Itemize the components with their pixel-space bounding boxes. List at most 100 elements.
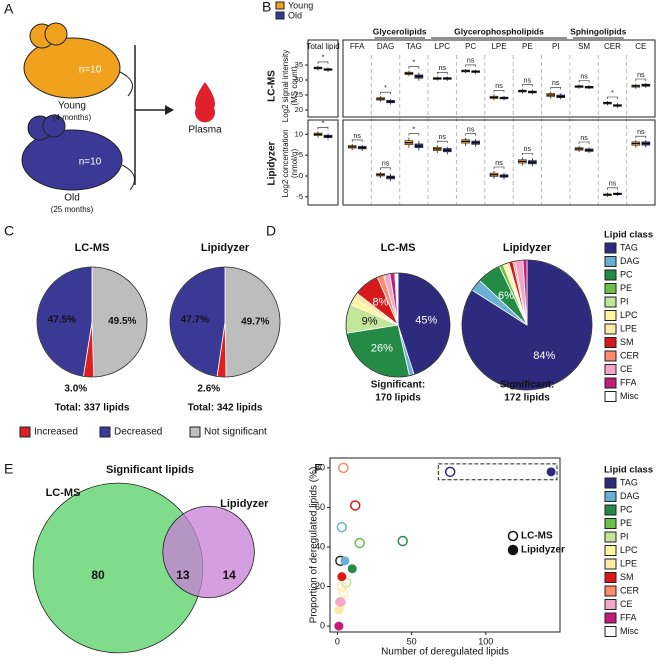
legend-title: Lipid class	[604, 230, 653, 241]
legend-swatch	[604, 323, 617, 335]
panel-frame	[307, 119, 339, 206]
y-axis-label: Proportion of deregulated lipids (%)	[309, 467, 320, 624]
legend-label: LPC	[620, 310, 638, 320]
legend-title: Lipid class	[604, 465, 653, 476]
y-tick-label: 30	[295, 75, 303, 84]
category-label: TAG	[406, 42, 422, 51]
young-age: (4 months)	[53, 113, 92, 122]
legend-label: CE	[620, 364, 633, 374]
legend-swatch	[275, 1, 285, 10]
pie-footer: Total: 337 lipids	[55, 403, 130, 414]
y-tick-label: 40	[315, 541, 325, 551]
point	[338, 587, 349, 598]
significance-bracket	[317, 127, 329, 130]
legend-swatch	[604, 626, 617, 637]
significance-bracket	[493, 90, 505, 93]
set-label: Lipidyzer	[220, 498, 269, 510]
significance-bracket	[465, 133, 476, 136]
y-axis-label: Log2 concentration	[281, 129, 290, 197]
significance-label: ns	[353, 133, 361, 140]
significance-bracket	[380, 167, 391, 170]
value-label: 13	[176, 568, 190, 582]
row-title: LC-MS	[267, 70, 278, 102]
legend-swatch	[189, 426, 201, 438]
pie-title: LC-MS	[381, 242, 416, 254]
legend-swatch	[604, 377, 617, 389]
pie-title: Lipidyzer	[503, 242, 552, 254]
legend-swatch	[604, 350, 617, 362]
value-label: 2.6%	[197, 384, 220, 395]
category-label: SM	[578, 42, 590, 51]
value-label: 45%	[415, 314, 437, 326]
significance-label: *	[611, 90, 614, 97]
value-label: 47.7%	[181, 314, 209, 325]
pie-footer: 170 lipids	[375, 393, 421, 404]
value-label: 14	[222, 568, 236, 582]
legend-swatch	[604, 599, 617, 610]
point	[338, 462, 349, 474]
legend-label: Decreased	[114, 427, 162, 438]
value-label: 26%	[371, 343, 393, 355]
legend-swatch	[604, 545, 617, 556]
legend-label: Old	[288, 10, 302, 20]
significance-bracket	[351, 139, 363, 142]
significance-label: ns	[552, 80, 560, 87]
value-label: 3.0%	[64, 384, 87, 395]
row-title: Lipidyzer	[267, 141, 278, 185]
group-label: Sphingolipids	[570, 26, 626, 36]
y-tick-label: 5	[299, 150, 303, 159]
x-tick-label: 0	[335, 636, 340, 646]
category-label: PE	[522, 42, 533, 51]
legend-marker	[507, 544, 519, 556]
legend-swatch	[604, 558, 617, 570]
young-n: n=10	[79, 65, 102, 76]
legend-swatch	[604, 612, 617, 624]
x-tick-label: 100	[478, 636, 493, 646]
significance-bracket	[578, 80, 590, 83]
blood-drop	[194, 82, 215, 123]
value-label: 8%	[373, 296, 389, 308]
panel-label: C	[4, 223, 14, 239]
point	[336, 581, 348, 592]
old-age: (25 months)	[51, 205, 94, 214]
significance-bracket	[408, 66, 420, 69]
legend-swatch	[99, 426, 111, 438]
legend-label: DAG	[620, 491, 640, 501]
significance-bracket	[607, 187, 618, 190]
x-tick-label: 50	[407, 636, 417, 646]
chart-title: Significant lipids	[106, 464, 194, 476]
spacer	[333, 583, 334, 584]
legend-swatch	[604, 504, 617, 516]
pie-title: Lipidyzer	[201, 242, 250, 254]
target-label: Plasma	[188, 125, 222, 136]
significance-label: ns	[495, 160, 503, 167]
significance-bracket	[635, 78, 647, 81]
old-label: Old	[64, 193, 80, 204]
pie-footer: 172 lipids	[504, 393, 550, 404]
legend-label: PC	[620, 504, 633, 514]
point	[336, 521, 348, 533]
legend-label: TAG	[620, 242, 638, 252]
legend-label: PE	[620, 518, 632, 528]
panel-frame	[342, 39, 656, 118]
panel-label: B	[262, 0, 271, 15]
pie-outline	[169, 266, 281, 378]
y-tick-label: 35	[295, 60, 303, 69]
significance-label: ns	[580, 73, 588, 80]
point	[334, 605, 344, 615]
legend-swatch	[604, 477, 617, 489]
legend-label: SM	[620, 572, 634, 582]
significance-label: ns	[637, 72, 645, 79]
significance-bracket	[408, 133, 420, 136]
legend-swatch	[604, 572, 617, 583]
pie-outline	[461, 259, 593, 391]
legend-swatch	[604, 310, 617, 321]
legend-label: Misc	[620, 626, 639, 636]
legend-swatch	[604, 296, 617, 308]
y-tick-label: 0	[320, 620, 325, 630]
panel-label: E	[4, 461, 13, 477]
category-label: FFA	[350, 42, 365, 51]
legend-label: FFA	[620, 377, 637, 387]
panel-frame	[342, 119, 656, 206]
point	[347, 564, 357, 574]
